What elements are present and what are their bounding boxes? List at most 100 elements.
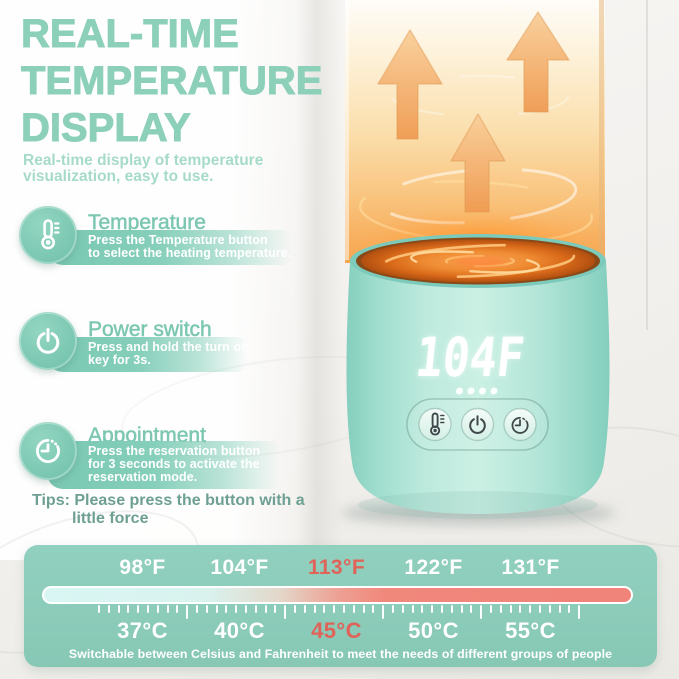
temperature-scale-panel: 98°F 104°F 113°F 122°F 131°F 37°C 40°C 4…	[24, 545, 657, 667]
tips-line: little force	[72, 509, 149, 527]
led-dots	[455, 387, 498, 395]
ruler-tick	[98, 605, 100, 613]
ruler-tick	[107, 605, 110, 613]
ruler-tick	[147, 605, 149, 613]
warmer-body	[346, 261, 610, 514]
ruler-tick	[411, 605, 414, 613]
feature-description: Press and hold the turn on key for 3s.	[47, 337, 252, 372]
feature-title: Power switch	[88, 318, 212, 341]
ruler-tick	[362, 605, 365, 613]
ruler-tick	[166, 605, 169, 613]
fahrenheit-label: 122°F	[404, 556, 463, 579]
ruler-tick	[313, 605, 316, 613]
feature-temperature: Temperature Press the Temperature button…	[19, 206, 331, 286]
body-bottom-shade	[358, 491, 598, 519]
feature-icon-circle	[19, 312, 77, 370]
wall-shadow	[296, 0, 342, 560]
ruler-tick	[323, 605, 326, 613]
fahrenheit-label-highlighted: 113°F	[307, 556, 366, 579]
ruler-tick	[548, 605, 551, 613]
heat-arrow-icon	[450, 113, 506, 213]
device-buttons	[418, 407, 537, 442]
feature-title: Temperature	[88, 211, 206, 234]
ruler-tick	[294, 605, 296, 613]
ruler-tick	[254, 605, 257, 613]
subtitle-line: Real-time display of temperature	[23, 152, 264, 169]
wall-corner-line	[646, 0, 648, 330]
ruler-tick	[245, 605, 247, 613]
ruler-tick	[568, 605, 571, 613]
bottle-warmer-image: 104F 104F	[340, 0, 616, 525]
ruler-tick	[117, 605, 120, 613]
celsius-label: 37°C	[117, 618, 168, 643]
ruler-tick	[558, 605, 561, 613]
celsius-label-highlighted: 45°C	[311, 618, 362, 643]
ruler-tick	[156, 605, 159, 613]
desc-line: to select the heating temperature.	[88, 246, 292, 260]
ruler-tick	[519, 605, 522, 613]
led-display: 104F 104F	[413, 326, 528, 389]
clock-icon	[36, 439, 60, 463]
device-temperature-button	[418, 407, 452, 442]
page-title: REAL-TIME TEMPERATURE DISPLAY	[20, 11, 323, 152]
celsius-label: 50°C	[408, 618, 459, 643]
ruler-tick	[215, 605, 218, 613]
feature-description: Press the Temperature button to select t…	[47, 230, 297, 265]
ruler-tick	[539, 605, 541, 613]
ruler-tick	[470, 605, 473, 613]
ruler-tick	[431, 605, 434, 613]
glass-carafe	[345, 0, 605, 263]
power-icon	[36, 328, 60, 354]
ruler-tick	[421, 605, 424, 613]
page-subtitle: Real-time display of temperature visuali…	[23, 153, 263, 184]
ruler-tick	[186, 605, 189, 619]
desc-line: key for 3s.	[88, 353, 151, 367]
power-icon	[469, 415, 486, 434]
tips-line: Tips: Please press the button with a	[32, 492, 305, 509]
ruler-tick	[499, 605, 502, 613]
celsius-label: 55°C	[505, 618, 556, 643]
led-temperature-glow: 104F	[413, 326, 528, 389]
ruler-tick	[235, 605, 238, 613]
thermometer-icon	[41, 219, 60, 250]
ruler-tick	[460, 605, 463, 613]
led-temperature-value: 104F	[413, 326, 528, 389]
fahrenheit-label: 104°F	[210, 556, 269, 579]
ruler-tick	[401, 605, 404, 613]
ruler-tick	[205, 605, 208, 613]
tips-note: Tips: Please press the button with a lit…	[32, 492, 305, 527]
ruler-tick	[137, 605, 140, 613]
ruler-tick	[225, 605, 228, 613]
heat-arrow-icon	[377, 29, 443, 140]
heat-arrow-icon	[506, 11, 570, 113]
ruler-tick	[480, 605, 483, 619]
heating-rim	[350, 234, 606, 288]
scale-caption: Switchable between Celsius and Fahrenhei…	[68, 647, 613, 661]
title-line: TEMPERATURE	[20, 59, 323, 104]
feature-description: Press the reservation button for 3 secon…	[47, 441, 285, 489]
timer-icon	[511, 416, 529, 434]
ruler-tick	[382, 605, 385, 619]
desc-line: Press the Temperature button	[88, 233, 268, 247]
feature-icon-circle	[19, 206, 77, 264]
ruler-tick	[372, 605, 375, 613]
feature-appointment: Appointment Press the reservation button…	[19, 422, 331, 502]
ruler-tick	[264, 605, 267, 613]
feature-icon-circle	[19, 422, 77, 480]
ruler-tick	[578, 605, 581, 619]
ruler-tick	[450, 605, 453, 613]
ruler-tick	[529, 605, 532, 613]
thermometer-icon	[430, 412, 445, 436]
ruler-tick	[333, 605, 336, 613]
celsius-labels: 37°C 40°C 45°C 50°C 55°C	[94, 618, 579, 644]
subtitle-line: visualization, easy to use.	[23, 167, 214, 185]
feature-power-switch: Power switch Press and hold the turn on …	[19, 312, 331, 392]
desc-line: for 3 seconds to activate the	[88, 457, 260, 471]
ruler-tick	[176, 605, 179, 613]
title-line: DISPLAY	[20, 106, 191, 151]
ruler-tick	[284, 605, 287, 619]
desc-line: reservation mode.	[88, 470, 198, 484]
ruler-tick	[352, 605, 355, 613]
ruler-tick	[509, 605, 512, 613]
